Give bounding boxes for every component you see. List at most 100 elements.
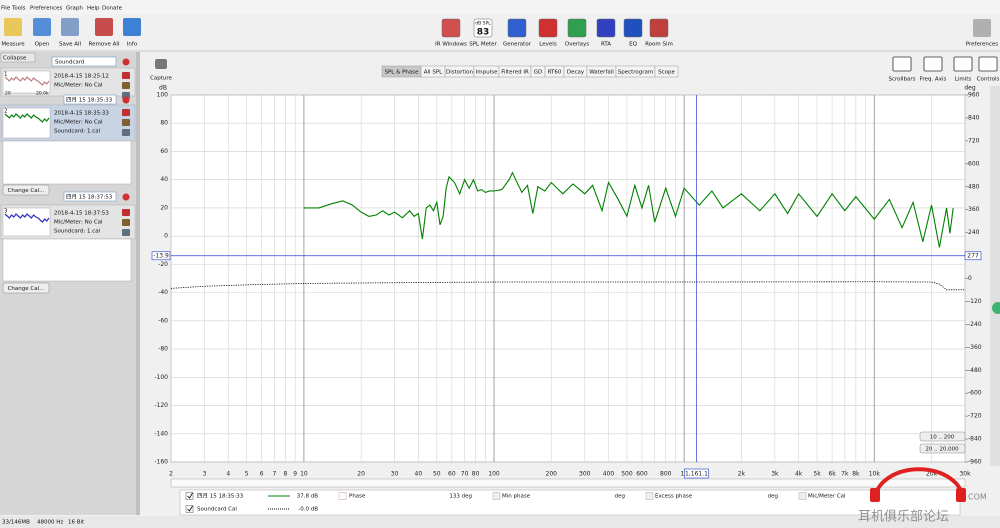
toolbar-icon[interactable] (4, 18, 22, 36)
h-scrollbar[interactable] (170, 478, 966, 488)
x-tick-label: 500 (621, 471, 633, 478)
toolbar-label: Save All (59, 42, 82, 48)
close-filter[interactable] (122, 58, 130, 66)
capture-icon[interactable] (155, 59, 167, 69)
y2-tick-label: -720 (968, 413, 982, 420)
thumbnail-axis: 20.0k (36, 91, 49, 97)
y-tick-label: -100 (154, 374, 168, 381)
range-button[interactable] (919, 431, 966, 442)
toolbar-icon[interactable] (33, 18, 51, 36)
toolbar-icon[interactable] (567, 18, 587, 38)
change-cal-button[interactable] (2, 184, 50, 196)
toolbar-icon[interactable] (123, 18, 141, 36)
card-action[interactable] (122, 109, 130, 116)
y2-tick-label: 600 (968, 160, 980, 167)
thumbnail-trace (4, 76, 50, 86)
toolbar-icon[interactable] (973, 19, 991, 37)
y2-tick-label: -840 (968, 436, 982, 443)
y-tick-label: 80 (160, 120, 168, 127)
graph-button-icon[interactable] (892, 56, 912, 72)
legend-checkbox[interactable] (338, 492, 347, 500)
x-tick-label: 30 (391, 471, 399, 478)
series-line (303, 171, 954, 248)
legend-checkbox[interactable] (185, 505, 194, 513)
card-action[interactable] (122, 119, 130, 126)
toolbar-label: Remove All (89, 42, 120, 48)
toolbar-icon[interactable] (649, 18, 669, 38)
x-tick-label: 50 (433, 471, 441, 478)
notes-area[interactable] (2, 140, 132, 185)
series-line (170, 281, 965, 291)
toolbar-icon[interactable] (441, 18, 461, 38)
card-action[interactable] (122, 82, 130, 89)
graph-button-icon[interactable] (923, 56, 943, 72)
toolbar-label: Preferences (966, 42, 998, 48)
name-field[interactable] (63, 94, 117, 105)
measurement-mic: Mic/Meter: No Cal (54, 120, 103, 126)
graph-button-icon[interactable] (978, 56, 998, 72)
x-tick-label: 6 (260, 471, 264, 478)
y2-tick-label: 840 (968, 114, 980, 121)
filter-input[interactable] (51, 56, 117, 67)
x-tick-label: 2k (738, 471, 746, 478)
card-action[interactable] (122, 229, 130, 236)
remove-measurement[interactable] (122, 96, 130, 104)
measurement-index: 1 (4, 72, 8, 78)
y-tick-label: -60 (158, 317, 168, 324)
y2-tick-label: 0 (968, 275, 972, 282)
measurement-mic: Mic/Meter: No Cal (54, 83, 103, 89)
legend-checkbox[interactable] (185, 492, 194, 500)
legend-checkbox[interactable] (645, 492, 654, 500)
check (187, 505, 193, 512)
cursor-y-box (151, 251, 171, 261)
toolbar-icon[interactable] (61, 18, 79, 36)
card-action[interactable] (122, 72, 130, 79)
x-tick-label: 10 (300, 471, 308, 478)
toolbar-label: IR Windows (435, 42, 467, 48)
legend-mic: Mic/Meter Cal (808, 494, 846, 500)
menu-item: Help (87, 6, 100, 12)
side-handle[interactable] (992, 302, 1000, 314)
toolbar-icon[interactable] (95, 18, 113, 36)
name-field[interactable] (63, 191, 117, 202)
toolbar-icon[interactable] (623, 18, 643, 38)
menu-item: Graph (66, 6, 83, 12)
toolbar-icon[interactable] (473, 18, 493, 38)
legend-phase: Phase (349, 494, 366, 500)
y2-tick-label: -360 (968, 344, 982, 351)
cursor-x-box (684, 468, 709, 479)
toolbar-icon[interactable] (507, 18, 527, 38)
watermark-text: COM (968, 493, 987, 502)
x-tick-label: 4k (795, 471, 803, 478)
toolbar-label: Overlays (565, 42, 589, 48)
toolbar-icon[interactable] (596, 18, 616, 38)
notes-area[interactable] (2, 238, 132, 282)
graph-tab[interactable] (654, 65, 679, 78)
change-cal-button[interactable] (2, 282, 50, 294)
legend-checkbox[interactable] (798, 492, 807, 500)
x-tick-label: 5 (245, 471, 249, 478)
cursor-y2-label: 277 (967, 252, 979, 259)
remove-measurement[interactable] (122, 193, 130, 201)
card-action[interactable] (122, 129, 130, 136)
measurement-name: 四月 15 18:37:53 (66, 194, 113, 201)
legend-spl: -0.0 dB (298, 507, 318, 513)
y2-tick-label: 480 (968, 183, 980, 190)
collapse-label: Collapse (3, 56, 27, 62)
right-side-strip (990, 86, 1000, 466)
x-tick-label: 8 (284, 471, 288, 478)
legend-name: 四月 15 18:35:33 (197, 493, 244, 500)
legend-checkbox[interactable] (492, 492, 501, 500)
toolbar-label: Levels (539, 42, 557, 48)
graph-button-icon[interactable] (953, 56, 973, 72)
watermark-text: 耳机俱乐部论坛 (858, 510, 949, 525)
graph-tab-label: Distortion (446, 70, 473, 76)
collapse-button[interactable] (0, 52, 36, 63)
measurement-index: 2 (4, 109, 8, 115)
range-button[interactable] (919, 443, 966, 454)
card-action[interactable] (122, 219, 130, 226)
card-action[interactable] (122, 209, 130, 216)
toolbar-icon[interactable] (538, 18, 558, 38)
change-cal-label: Change Cal... (8, 286, 45, 292)
thumbnail (2, 107, 51, 139)
